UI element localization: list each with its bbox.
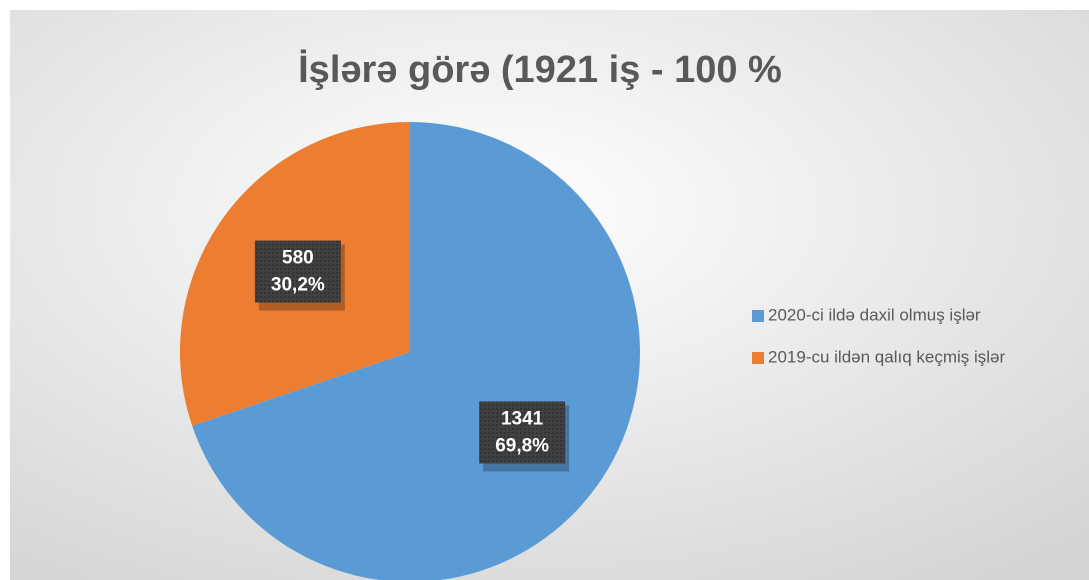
- data-label-percent: 30,2%: [271, 275, 325, 296]
- pie-slice: [192, 122, 640, 580]
- legend-label: 2020-ci ildə daxil olmuş işlər: [768, 305, 981, 324]
- pie: [179, 121, 640, 580]
- legend-label: 2019-cu ildən qalıq keçmiş işlər: [768, 347, 1006, 366]
- data-label-value: 580: [282, 248, 314, 269]
- chart-title: İşlərə görə (1921 iş - 100 %: [298, 49, 782, 91]
- data-labels: 1341 69,8% 580 30,2%: [254, 240, 570, 472]
- legend-swatch: [752, 352, 764, 364]
- legend: 2020-ci ildə daxil olmuş işlər 2019-cu il…: [752, 305, 1006, 366]
- label-box: [479, 401, 566, 464]
- data-label-percent: 69,8%: [495, 435, 549, 456]
- legend-swatch: [752, 310, 764, 322]
- label-box: [254, 240, 341, 303]
- data-label-value: 1341: [501, 408, 544, 429]
